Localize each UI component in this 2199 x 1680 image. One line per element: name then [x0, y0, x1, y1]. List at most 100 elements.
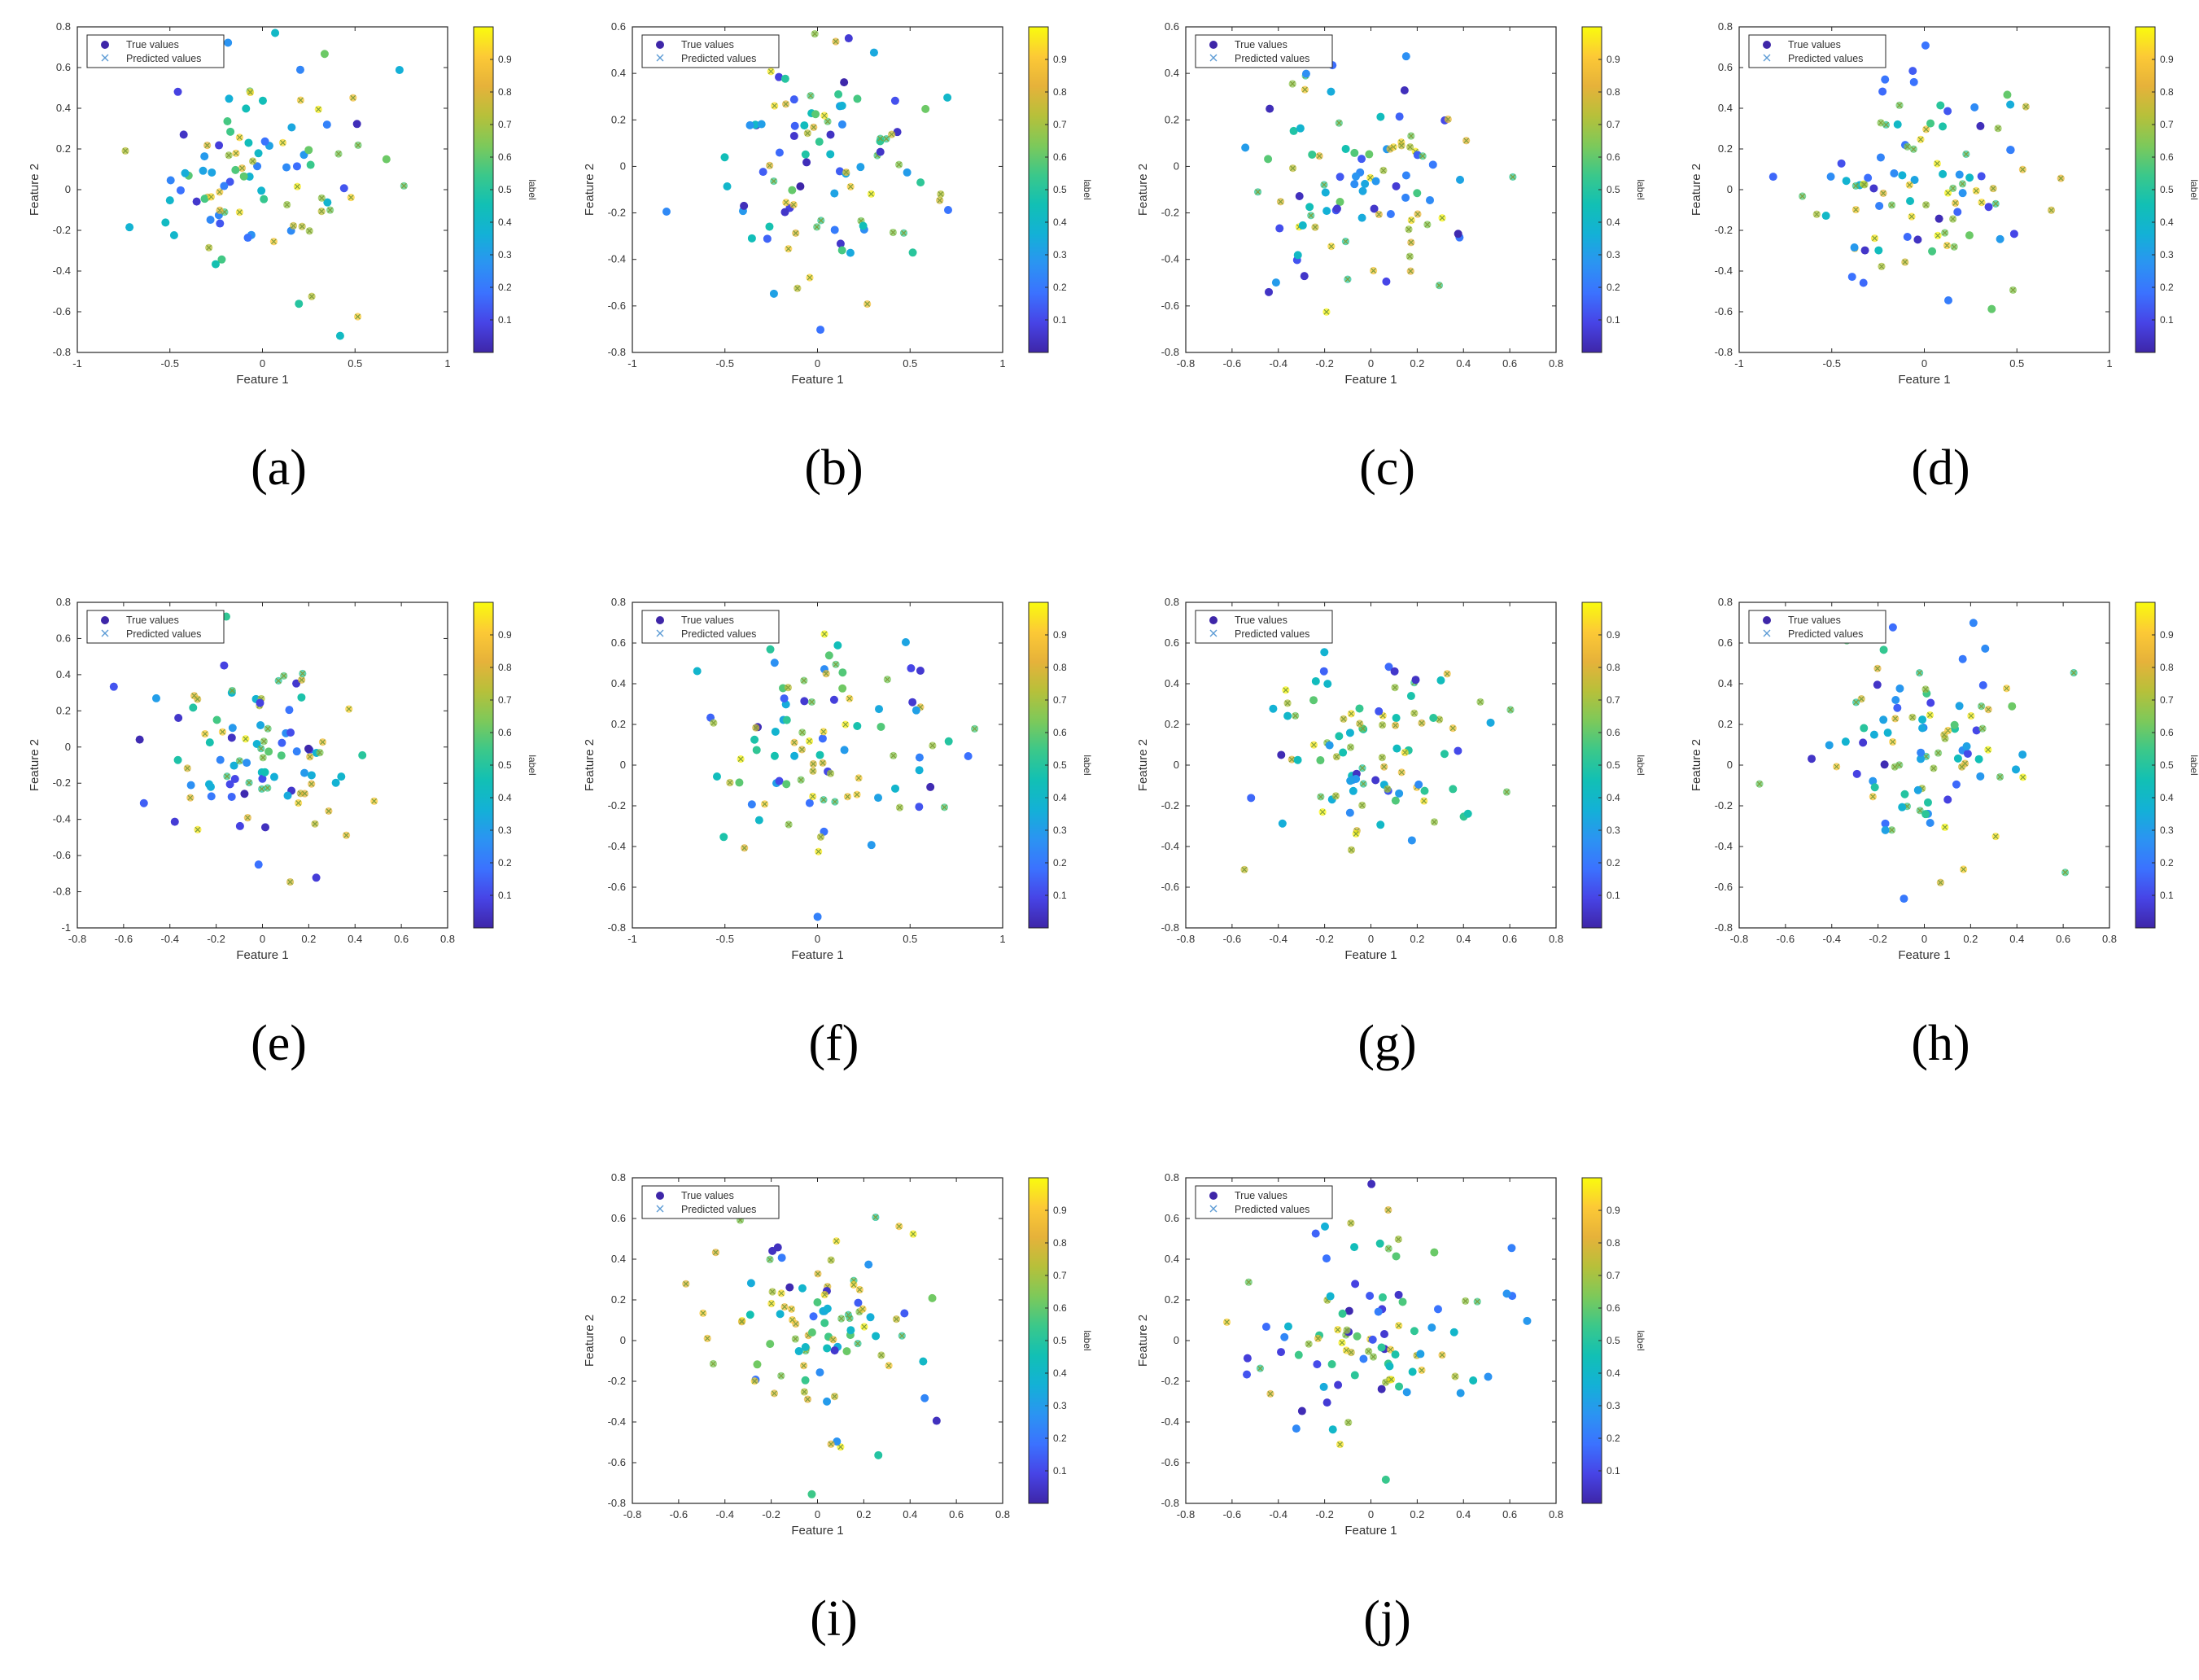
true-point	[1411, 676, 1420, 685]
true-point	[1395, 1382, 1404, 1391]
colorbar-tick-label: 0.3	[2160, 249, 2174, 260]
true-point	[139, 798, 148, 807]
predicted-marker	[855, 1341, 861, 1347]
predicted-marker	[1323, 308, 1330, 315]
x-tick-label: -0.2	[1315, 357, 1333, 370]
predicted-marker	[260, 755, 266, 761]
x-tick-label: -0.4	[161, 933, 179, 945]
y-tick-label: -0.8	[608, 921, 626, 934]
y-tick-label: -0.8	[53, 346, 71, 358]
predicted-marker	[1510, 174, 1516, 180]
predicted-marker	[122, 147, 129, 154]
predicted-marker	[1444, 671, 1450, 677]
y-tick-label: 0.4	[611, 67, 626, 79]
predicted-marker	[216, 189, 223, 195]
y-tick-label: 0.4	[611, 1253, 626, 1265]
y-tick-label: 0.6	[56, 61, 71, 73]
predicted-marker	[1917, 136, 1924, 142]
true-point	[1841, 737, 1850, 746]
true-point	[282, 163, 291, 172]
predicted-marker	[1360, 781, 1366, 787]
predicted-marker	[850, 1282, 857, 1288]
true-point	[1875, 201, 1884, 210]
legend-box	[641, 34, 780, 68]
predicted-marker	[264, 785, 271, 791]
true-point	[824, 651, 833, 660]
y-tick-label: 0.8	[1718, 596, 1733, 608]
y-tick-label: -0.8	[53, 886, 71, 898]
true-point	[230, 775, 239, 784]
true-point	[243, 759, 251, 768]
true-point	[864, 1260, 873, 1269]
colorbar-tick-label: 0.7	[2160, 694, 2174, 706]
true-point	[260, 823, 269, 832]
true-point	[1289, 126, 1298, 135]
predicted-marker	[291, 222, 296, 229]
predicted-marker	[229, 687, 235, 693]
x-tick-label: 0.5	[903, 357, 917, 370]
predicted-marker	[1985, 707, 1991, 713]
y-tick-label: -0.6	[1715, 305, 1733, 317]
colorbar-label: label	[1082, 179, 1093, 199]
legend-box	[1748, 34, 1886, 68]
true-point	[1407, 836, 1416, 845]
legend-true-label: True values	[681, 1190, 734, 1201]
true-point	[215, 141, 224, 150]
legend-true-label: True values	[126, 615, 179, 626]
x-tick-label: -0.6	[1223, 1508, 1241, 1520]
x-tick-label: 0.4	[1456, 357, 1471, 370]
axes-box	[1738, 26, 2110, 353]
true-point	[2009, 230, 2018, 238]
true-point	[1277, 1348, 1286, 1357]
predicted-marker	[798, 746, 805, 753]
true-point	[224, 38, 233, 47]
legend-pred-marker	[101, 54, 109, 62]
colorbar-tick-label: 0.6	[498, 151, 512, 163]
y-tick-label: 0	[1174, 160, 1179, 172]
true-point	[763, 234, 772, 243]
predicted-marker	[778, 1372, 785, 1379]
predicted-marker	[741, 845, 748, 851]
true-point	[780, 74, 789, 83]
true-point	[908, 698, 917, 707]
true-point	[740, 201, 749, 210]
axes-box	[632, 602, 1003, 929]
predicted-marker	[868, 190, 874, 197]
predicted-marker	[206, 244, 212, 251]
x-tick-label: 1	[444, 357, 450, 370]
colorbar-tick-label: 0.7	[1607, 119, 1620, 130]
y-tick-label: -0.4	[1715, 265, 1733, 277]
true-point	[1950, 720, 1959, 729]
y-tick-label: -0.8	[1161, 921, 1179, 934]
predicted-marker	[1892, 715, 1899, 722]
predicted-marker	[1388, 1376, 1395, 1383]
colorbar-label: label	[527, 755, 538, 775]
true-point	[1322, 1398, 1331, 1407]
predicted-marker	[801, 1363, 807, 1369]
legend-pred-label: Predicted values	[1788, 628, 1863, 640]
predicted-marker	[1436, 716, 1443, 723]
panel-caption: (g)	[1357, 1016, 1416, 1071]
true-point	[838, 684, 847, 693]
true-point	[782, 780, 791, 789]
predicted-marker	[801, 1389, 807, 1395]
true-point	[1353, 1332, 1362, 1341]
predicted-marker	[320, 739, 326, 746]
predicted-marker	[781, 1304, 788, 1310]
predicted-marker	[1858, 696, 1865, 702]
predicted-marker	[299, 676, 305, 683]
colorbar-tick-label: 0.9	[2160, 629, 2174, 641]
predicted-marker	[815, 848, 822, 855]
true-point	[1917, 755, 1926, 763]
x-tick-label: 0	[1921, 933, 1927, 945]
x-tick-label: 0.8	[1549, 933, 1563, 945]
colorbar-tick-label: 0.2	[2160, 282, 2174, 293]
true-point	[225, 94, 234, 103]
predicted-marker	[2022, 103, 2029, 110]
x-tick-label: 0.8	[1549, 1508, 1563, 1520]
true-point	[1893, 120, 1902, 129]
predicted-marker	[1997, 774, 2003, 780]
true-point	[826, 130, 835, 139]
true-point	[1970, 103, 1979, 112]
predicted-marker	[247, 90, 253, 95]
